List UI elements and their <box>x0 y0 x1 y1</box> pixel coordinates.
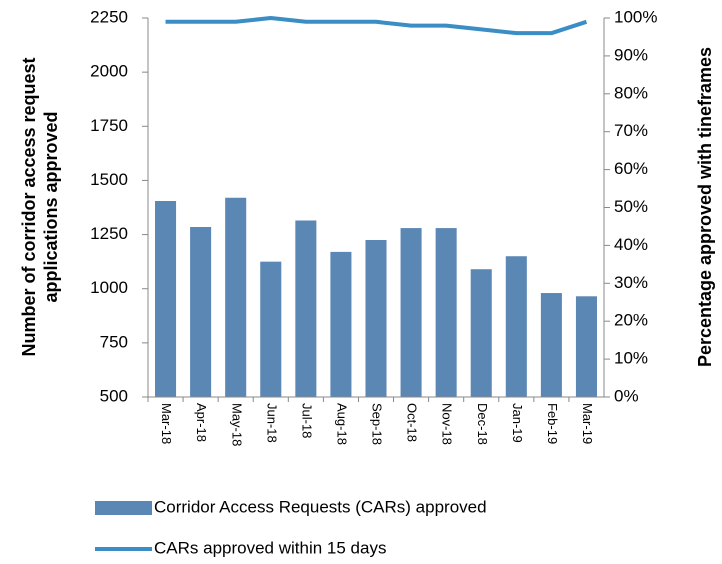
y-tick-label: 2000 <box>90 62 128 81</box>
x-tick-label: Nov-18 <box>440 403 455 445</box>
bar <box>400 228 422 397</box>
bar <box>540 293 562 397</box>
y2-tick-label: 100% <box>614 7 657 26</box>
x-tick-label: Aug-18 <box>334 403 349 445</box>
y-tick-label: 1750 <box>90 116 128 135</box>
bar <box>575 296 597 397</box>
bar <box>330 251 352 397</box>
bar <box>470 269 492 397</box>
x-tick-label: Mar-19 <box>580 403 595 444</box>
bar <box>190 226 212 397</box>
y2-tick-label: 40% <box>614 235 648 254</box>
y-axis-label: Number of corridor access request <box>19 57 39 356</box>
y2-axis-label: Percentage approved with tineframes <box>695 47 715 367</box>
x-tick-label: Feb-19 <box>545 403 560 444</box>
y2-tick-label: 10% <box>614 349 648 368</box>
y2-tick-label: 60% <box>614 159 648 178</box>
bar <box>295 220 317 397</box>
y-tick-label: 750 <box>100 332 128 351</box>
x-tick-label: Oct-18 <box>405 403 420 442</box>
bar <box>225 197 247 397</box>
y2-tick-label: 80% <box>614 83 648 102</box>
line <box>165 16 588 36</box>
y2-tick-label: 0% <box>614 386 639 405</box>
x-tick-label: Apr-18 <box>194 403 209 442</box>
bar <box>505 256 527 397</box>
y-tick-label: 1250 <box>90 224 128 243</box>
bar <box>260 261 282 397</box>
y2-tick-label: 20% <box>614 311 648 330</box>
y-tick-label: 1500 <box>90 170 128 189</box>
x-tick-label: Sep-18 <box>370 403 385 445</box>
y2-tick-label: 50% <box>614 197 648 216</box>
legend-swatch <box>95 501 152 515</box>
x-tick-label: Dec-18 <box>475 403 490 445</box>
bar <box>365 239 387 397</box>
legend-label: CARs approved within 15 days <box>154 538 386 557</box>
y2-tick-label: 90% <box>614 45 648 64</box>
x-tick-label: Jan-19 <box>510 403 525 443</box>
x-tick-label: May-18 <box>229 403 244 446</box>
y-tick-label: 2250 <box>90 7 128 26</box>
x-tick-label: Jun-18 <box>264 403 279 443</box>
bar <box>435 228 457 397</box>
x-tick-label: Jul-18 <box>299 403 314 438</box>
y-axis-label: applications approved <box>41 111 61 302</box>
y-tick-label: 500 <box>100 386 128 405</box>
y-tick-label: 1000 <box>90 278 128 297</box>
x-tick-label: Mar-18 <box>159 403 174 444</box>
y2-tick-label: 70% <box>614 121 648 140</box>
y2-tick-label: 30% <box>614 273 648 292</box>
bar <box>155 201 177 397</box>
legend-label: Corridor Access Requests (CARs) approved <box>154 497 487 516</box>
